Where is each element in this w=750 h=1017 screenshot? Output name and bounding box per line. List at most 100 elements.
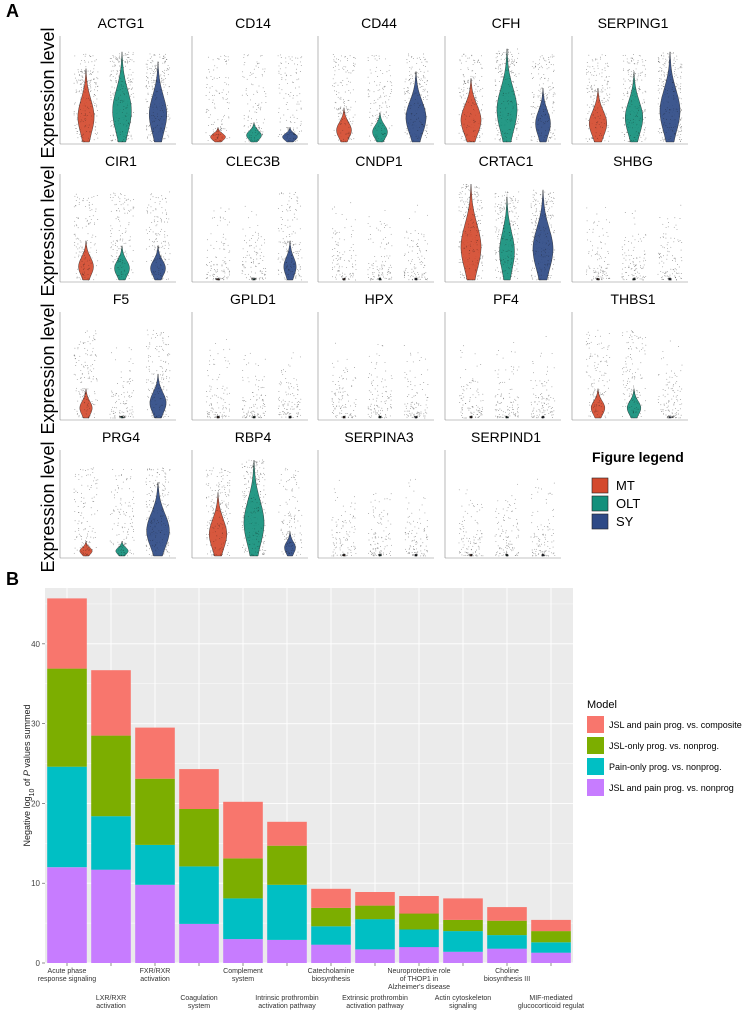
violin-point <box>678 87 680 89</box>
violin-point <box>410 136 412 137</box>
violin-point <box>602 101 604 103</box>
violin-point <box>161 256 163 258</box>
violin-point <box>635 79 636 81</box>
violin-point <box>280 57 282 58</box>
violin-point <box>404 93 406 94</box>
violin-point <box>348 134 350 136</box>
violin-point <box>508 52 509 54</box>
violin-point <box>458 262 460 264</box>
violin-point <box>166 212 168 214</box>
violin-point <box>86 246 87 248</box>
violin-point <box>294 137 296 139</box>
violin-point <box>287 82 288 84</box>
violin-point <box>146 137 148 139</box>
violin-point <box>339 108 341 110</box>
violin-point <box>403 88 405 90</box>
violin-point <box>254 272 256 274</box>
violin-point <box>666 107 668 109</box>
violin-point <box>645 91 647 93</box>
violin-point <box>350 246 352 248</box>
violin-point <box>119 277 121 279</box>
violin-point <box>244 273 246 275</box>
violin-point <box>663 139 665 141</box>
violin-point <box>472 194 474 196</box>
violin-point <box>405 113 407 115</box>
violin-point <box>418 117 419 119</box>
violin-point <box>640 72 642 74</box>
violin-point <box>299 228 301 230</box>
violin-point <box>161 127 162 129</box>
violin-point <box>631 122 633 124</box>
violin-olt <box>112 51 132 143</box>
violin-point <box>228 77 229 79</box>
violin-point <box>543 110 545 112</box>
violin-point <box>599 73 600 75</box>
violin-point <box>542 83 544 85</box>
violin-point <box>420 78 422 80</box>
violin-point <box>289 129 290 131</box>
violin-point <box>608 97 610 99</box>
violin-point <box>633 121 634 123</box>
violin-point <box>378 125 380 127</box>
violin-point <box>224 128 226 130</box>
violin-point <box>416 72 418 73</box>
violin-point <box>97 110 99 112</box>
violin-point <box>354 114 356 116</box>
violin-point <box>167 74 169 76</box>
violin-point <box>477 193 479 195</box>
violin-point <box>161 198 163 200</box>
violin-point <box>384 248 386 250</box>
violin-point <box>375 134 377 136</box>
violin-point <box>657 57 659 59</box>
violin-point <box>339 123 341 124</box>
violin-point <box>90 73 92 75</box>
violin-point <box>605 55 606 56</box>
violin-point <box>495 101 497 103</box>
violin-point <box>409 71 410 73</box>
violin-point <box>661 84 663 86</box>
violin-point <box>633 88 634 89</box>
violin-point <box>288 128 290 130</box>
violin-point <box>114 65 116 67</box>
violin-point <box>470 230 471 232</box>
violin-point <box>155 65 157 66</box>
violin-point <box>379 221 381 222</box>
violin-point <box>162 110 164 112</box>
violin-point <box>121 276 123 278</box>
violin-point <box>289 95 291 97</box>
violin-point <box>167 116 169 117</box>
violin-point <box>157 245 158 247</box>
violin-point <box>386 271 388 273</box>
violin-point <box>82 97 84 99</box>
violin-point <box>155 106 157 108</box>
violin-point <box>679 88 681 89</box>
violin-point <box>289 132 291 134</box>
violin-point <box>300 57 302 59</box>
violin-point <box>369 225 371 227</box>
violin-point <box>679 97 681 99</box>
violin-point <box>80 109 81 110</box>
violin-point <box>220 140 222 142</box>
violin-point <box>286 236 288 238</box>
violin-point <box>410 78 411 80</box>
violin-point <box>630 73 632 75</box>
violin-point <box>598 124 600 125</box>
violin-point <box>78 277 80 279</box>
violin-point <box>212 133 214 135</box>
violin-point <box>542 57 544 59</box>
violin-point <box>332 232 334 234</box>
violin-point <box>254 279 255 281</box>
violin-point <box>92 215 94 217</box>
violin-point <box>90 90 92 92</box>
violin-point <box>80 83 82 84</box>
violin-point <box>293 134 295 136</box>
violin-point <box>259 277 261 279</box>
violin-point <box>350 257 352 259</box>
violin-point <box>371 279 373 281</box>
violin-point <box>597 67 599 69</box>
violin-point <box>119 260 121 262</box>
violin-point <box>426 116 428 118</box>
violin-point <box>166 235 168 237</box>
violin-point <box>408 80 410 82</box>
